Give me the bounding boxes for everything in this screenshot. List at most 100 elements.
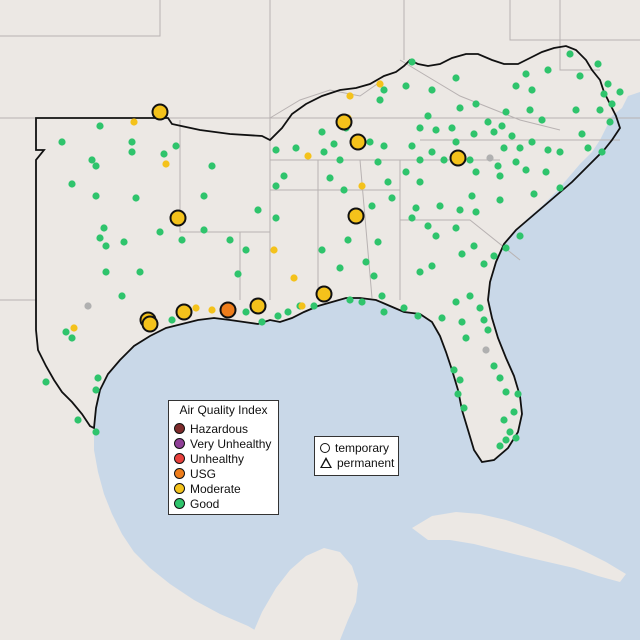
station-marker-good[interactable] [380, 142, 388, 150]
station-marker-good[interactable] [440, 156, 448, 164]
station-marker-moderate[interactable] [162, 160, 170, 168]
station-marker-good[interactable] [156, 228, 164, 236]
station-marker-good[interactable] [408, 58, 416, 66]
station-marker-good[interactable] [566, 50, 574, 58]
station-marker-good[interactable] [452, 298, 460, 306]
station-marker-large-moderate[interactable] [151, 103, 169, 121]
station-marker-good[interactable] [346, 296, 354, 304]
station-marker-good[interactable] [92, 386, 100, 394]
station-marker-good[interactable] [604, 80, 612, 88]
station-marker-good[interactable] [370, 272, 378, 280]
station-marker-good[interactable] [556, 184, 564, 192]
station-marker-good[interactable] [366, 138, 374, 146]
station-marker-moderate[interactable] [304, 152, 312, 160]
station-marker-good[interactable] [274, 312, 282, 320]
station-marker-good[interactable] [428, 86, 436, 94]
station-marker-good[interactable] [68, 334, 76, 342]
station-marker-good[interactable] [608, 100, 616, 108]
station-marker-large-moderate[interactable] [175, 303, 193, 321]
station-marker-good[interactable] [402, 82, 410, 90]
station-marker-good[interactable] [168, 316, 176, 324]
station-marker-large-moderate[interactable] [347, 207, 365, 225]
station-marker-moderate[interactable] [130, 118, 138, 126]
station-marker-good[interactable] [400, 304, 408, 312]
station-marker-good[interactable] [490, 252, 498, 260]
station-marker-good[interactable] [512, 434, 520, 442]
station-marker-moderate[interactable] [358, 182, 366, 190]
station-marker-good[interactable] [496, 172, 504, 180]
station-marker-good[interactable] [500, 144, 508, 152]
station-marker-good[interactable] [368, 202, 376, 210]
station-marker-good[interactable] [336, 156, 344, 164]
station-marker-good[interactable] [502, 436, 510, 444]
station-marker-good[interactable] [530, 190, 538, 198]
station-marker-good[interactable] [496, 374, 504, 382]
station-marker-large-usg[interactable] [219, 301, 237, 319]
station-marker-good[interactable] [340, 186, 348, 194]
station-marker-large-moderate[interactable] [169, 209, 187, 227]
station-marker-good[interactable] [424, 222, 432, 230]
station-marker-good[interactable] [272, 214, 280, 222]
station-marker-good[interactable] [600, 90, 608, 98]
station-marker-good[interactable] [606, 118, 614, 126]
station-marker-good[interactable] [272, 146, 280, 154]
station-marker-good[interactable] [452, 224, 460, 232]
station-marker-good[interactable] [472, 208, 480, 216]
station-marker-good[interactable] [512, 82, 520, 90]
station-marker-moderate[interactable] [376, 80, 384, 88]
station-marker-large-moderate[interactable] [449, 149, 467, 167]
station-marker-good[interactable] [408, 142, 416, 150]
station-marker-good[interactable] [92, 428, 100, 436]
station-marker-good[interactable] [432, 126, 440, 134]
station-marker-good[interactable] [616, 88, 624, 96]
station-marker-moderate[interactable] [270, 246, 278, 254]
station-marker-good[interactable] [528, 86, 536, 94]
station-marker-good[interactable] [496, 196, 504, 204]
station-marker-good[interactable] [284, 308, 292, 316]
station-marker-good[interactable] [458, 318, 466, 326]
station-marker-good[interactable] [516, 232, 524, 240]
station-marker-moderate[interactable] [298, 302, 306, 310]
station-marker-good[interactable] [502, 388, 510, 396]
station-marker-good[interactable] [516, 144, 524, 152]
station-marker-good[interactable] [502, 244, 510, 252]
station-marker-good[interactable] [320, 148, 328, 156]
station-marker-good[interactable] [94, 374, 102, 382]
station-marker-good[interactable] [344, 236, 352, 244]
station-marker-good[interactable] [128, 138, 136, 146]
station-marker-good[interactable] [466, 156, 474, 164]
station-marker-good[interactable] [466, 292, 474, 300]
station-marker-no-data[interactable] [486, 154, 494, 162]
station-marker-moderate[interactable] [192, 304, 200, 312]
station-marker-good[interactable] [376, 96, 384, 104]
station-marker-good[interactable] [500, 416, 508, 424]
station-marker-good[interactable] [200, 192, 208, 200]
station-marker-good[interactable] [428, 148, 436, 156]
station-marker-good[interactable] [128, 148, 136, 156]
station-marker-good[interactable] [432, 232, 440, 240]
station-marker-good[interactable] [136, 268, 144, 276]
station-marker-good[interactable] [310, 302, 318, 310]
station-marker-good[interactable] [436, 202, 444, 210]
station-marker-good[interactable] [452, 74, 460, 82]
station-marker-good[interactable] [490, 128, 498, 136]
station-marker-good[interactable] [468, 192, 476, 200]
station-marker-good[interactable] [42, 378, 50, 386]
station-marker-good[interactable] [484, 118, 492, 126]
station-marker-good[interactable] [438, 314, 446, 322]
station-marker-good[interactable] [496, 442, 504, 450]
station-marker-good[interactable] [100, 224, 108, 232]
station-marker-good[interactable] [460, 404, 468, 412]
station-marker-good[interactable] [234, 270, 242, 278]
station-marker-good[interactable] [470, 242, 478, 250]
station-marker-good[interactable] [448, 124, 456, 132]
station-marker-good[interactable] [226, 236, 234, 244]
station-marker-good[interactable] [414, 312, 422, 320]
station-marker-good[interactable] [118, 292, 126, 300]
station-marker-good[interactable] [160, 150, 168, 158]
station-marker-good[interactable] [512, 158, 520, 166]
station-marker-good[interactable] [412, 204, 420, 212]
station-marker-good[interactable] [522, 70, 530, 78]
station-marker-moderate[interactable] [346, 92, 354, 100]
station-marker-large-moderate[interactable] [141, 315, 159, 333]
